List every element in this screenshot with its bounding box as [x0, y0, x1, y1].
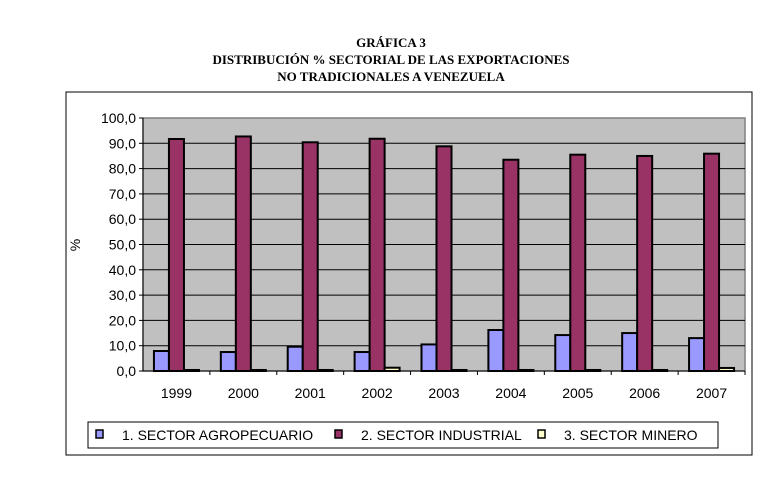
- y-tick-label: 90,0: [109, 135, 136, 151]
- bar-3-2004: [517, 368, 535, 373]
- bar-3-2005: [584, 368, 602, 373]
- y-tick-label: 80,0: [109, 161, 136, 177]
- bar-2-2003: [435, 145, 453, 372]
- y-tick-label: 100,0: [101, 110, 136, 126]
- bar-1-2000: [219, 351, 237, 372]
- x-tick-label: 2006: [629, 385, 660, 401]
- y-tick-label: 60,0: [109, 211, 136, 227]
- x-tick-label: 1999: [161, 385, 192, 401]
- bar-1-2001: [286, 345, 304, 373]
- chart-title-line-2: DISTRIBUCIÓN % SECTORIAL DE LAS EXPORTAC…: [212, 52, 570, 67]
- bar-3-2002: [383, 366, 401, 372]
- y-tick-label: 20,0: [109, 312, 136, 328]
- bar-3-1999: [182, 368, 200, 373]
- bar-1-2004: [487, 329, 505, 373]
- legend-label-2: 2. SECTOR INDUSTRIAL: [361, 427, 522, 443]
- bar-2-2004: [502, 158, 520, 372]
- x-tick-label: 2001: [295, 385, 326, 401]
- bar-1-2007: [688, 337, 706, 372]
- x-tick-label: 2005: [562, 385, 593, 401]
- legend-label-1: 1. SECTOR AGROPECUARIO: [122, 427, 313, 443]
- y-axis-label: %: [67, 239, 83, 251]
- legend-label-3: 3. SECTOR MINERO: [564, 427, 698, 443]
- x-tick-label: 2007: [696, 385, 727, 401]
- y-tick-label: 70,0: [109, 186, 136, 202]
- bar-2-2001: [301, 141, 319, 372]
- legend-swatch-1: [95, 429, 104, 439]
- bar-2-2005: [569, 153, 587, 372]
- bar-2-1999: [167, 137, 185, 372]
- bar-3-2001: [316, 368, 334, 373]
- y-tick-label: 40,0: [109, 262, 136, 278]
- bar-2-2000: [234, 135, 252, 372]
- bar-1-2005: [554, 334, 572, 373]
- y-tick-label: 10,0: [109, 338, 136, 354]
- chart-title-line-3: NO TRADICIONALES A VENEZUELA: [277, 69, 505, 84]
- x-tick-label: 2004: [495, 385, 526, 401]
- bar-3-2006: [651, 368, 669, 373]
- y-tick-label: 0,0: [117, 363, 137, 379]
- legend: [87, 421, 719, 449]
- bar-1-2003: [420, 343, 438, 372]
- x-tick-label: 2000: [228, 385, 259, 401]
- legend-swatch-3: [537, 429, 546, 439]
- bar-1-2006: [621, 332, 639, 372]
- chart-title-line-1: GRÁFICA 3: [356, 35, 426, 50]
- y-tick-label: 30,0: [109, 287, 136, 303]
- bar-2-2007: [703, 152, 721, 372]
- y-tick-label: 50,0: [109, 237, 136, 253]
- bar-3-2007: [718, 366, 736, 372]
- bar-3-2000: [249, 368, 267, 373]
- legend-swatch-2: [334, 429, 343, 439]
- bar-3-2003: [450, 368, 468, 373]
- bar-1-2002: [353, 351, 371, 372]
- x-tick-label: 2003: [428, 385, 459, 401]
- x-tick-label: 2002: [362, 385, 393, 401]
- bar-1-1999: [152, 350, 170, 372]
- bar-2-2002: [368, 137, 386, 372]
- bar-2-2006: [636, 154, 654, 372]
